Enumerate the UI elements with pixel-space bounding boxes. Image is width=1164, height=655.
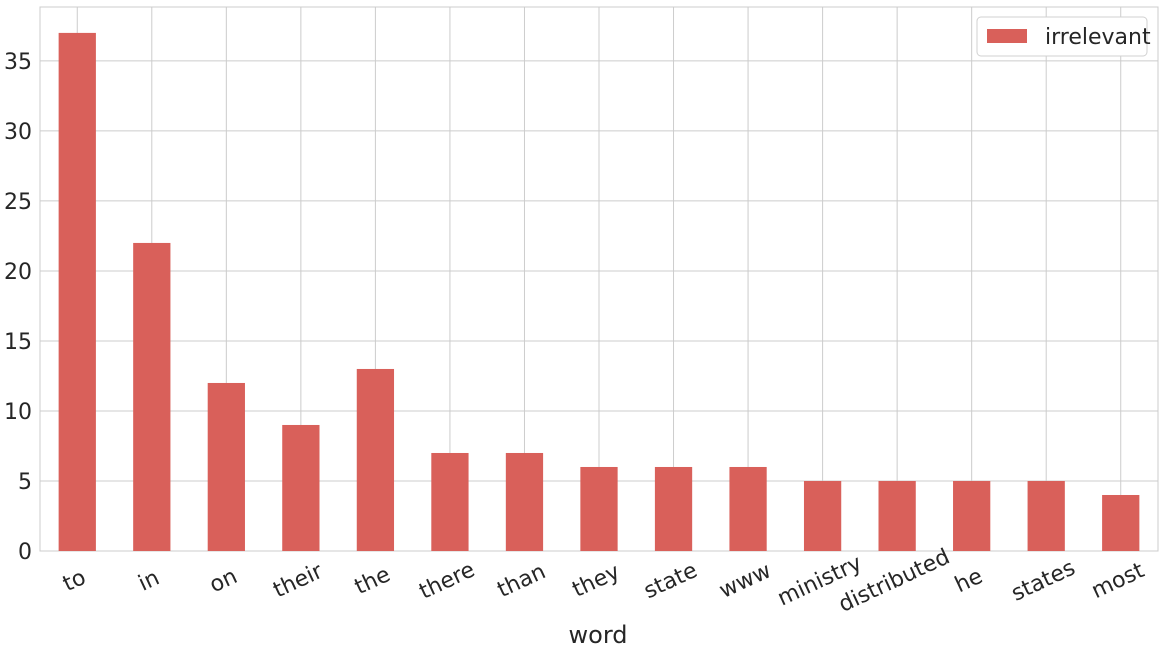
x-tick-label: states	[1008, 556, 1079, 607]
legend-swatch	[987, 29, 1027, 43]
y-tick-label: 10	[4, 400, 32, 425]
x-tick-label: their	[270, 559, 328, 604]
bar-most	[1102, 494, 1140, 551]
bar-on	[207, 382, 245, 551]
y-tick-label: 30	[4, 120, 32, 145]
bar-ministry	[803, 480, 842, 551]
bar-www	[729, 466, 767, 551]
y-tick-label: 25	[4, 190, 32, 215]
bar-in	[133, 242, 171, 552]
bar-the	[356, 368, 395, 551]
x-tick-label: the	[351, 562, 394, 600]
x-tick-label: to	[59, 565, 90, 597]
y-tick-label: 15	[4, 330, 32, 355]
bar-distributed	[878, 480, 916, 551]
legend-label: irrelevant	[1045, 25, 1151, 50]
bar-their	[282, 424, 320, 551]
bar-to	[58, 32, 96, 551]
bar-states	[1027, 480, 1065, 551]
x-tick-label: www	[716, 558, 775, 603]
bar-state	[654, 466, 693, 551]
y-tick-label: 0	[18, 540, 32, 565]
bar-there	[431, 452, 469, 551]
legend: irrelevant	[976, 16, 1151, 57]
y-tick-labels: 0 5 10 15 20 25 30 35	[4, 50, 32, 565]
bar-than	[505, 452, 544, 551]
y-tick-label: 35	[4, 50, 32, 75]
x-tick-label: there	[416, 557, 479, 604]
x-tick-label: in	[135, 566, 164, 597]
legend-box	[976, 16, 1148, 57]
bar-he	[953, 480, 991, 551]
y-tick-label: 5	[18, 470, 32, 495]
bars	[58, 32, 1140, 552]
y-tick-label: 20	[4, 260, 32, 285]
x-axis-label: word	[569, 621, 628, 649]
x-tick-label: they	[569, 559, 624, 602]
x-tick-label: state	[640, 558, 701, 604]
x-tick-label: most	[1088, 558, 1149, 604]
x-tick-label: he	[951, 564, 986, 598]
bar-they	[580, 466, 618, 551]
x-tick-label: than	[494, 559, 550, 603]
x-tick-label: on	[206, 564, 241, 598]
x-tick-labels: to in on their the there than they state wwwminis…	[59, 545, 1148, 618]
